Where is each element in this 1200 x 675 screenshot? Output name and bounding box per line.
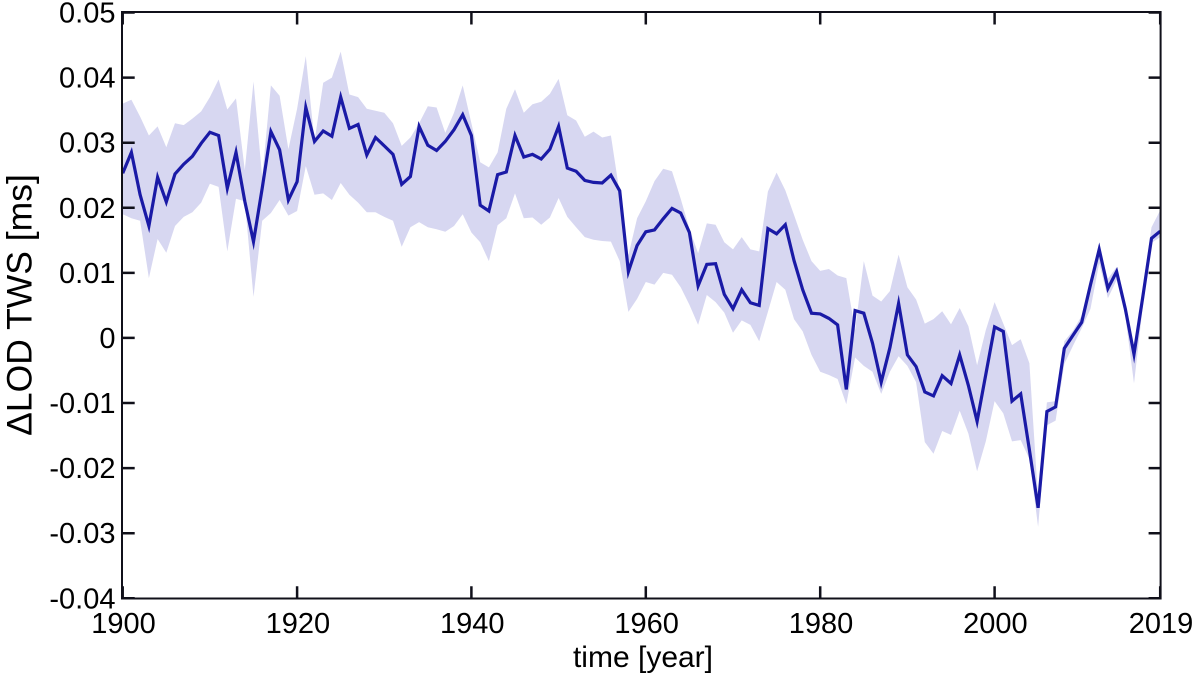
- svg-text:0.02: 0.02: [59, 193, 115, 225]
- svg-text:2000: 2000: [963, 608, 1028, 640]
- svg-text:ΔLOD TWS [ms]: ΔLOD TWS [ms]: [0, 174, 40, 436]
- svg-text:0.01: 0.01: [59, 258, 115, 290]
- svg-text:1940: 1940: [440, 608, 505, 640]
- svg-text:-0.02: -0.02: [49, 453, 115, 485]
- svg-text:time [year]: time [year]: [573, 641, 713, 674]
- svg-text:1960: 1960: [614, 608, 679, 640]
- svg-text:1920: 1920: [266, 608, 331, 640]
- svg-text:2019: 2019: [1129, 608, 1194, 640]
- svg-text:0.04: 0.04: [59, 63, 115, 95]
- svg-text:0.03: 0.03: [59, 128, 115, 160]
- svg-text:0: 0: [99, 323, 115, 355]
- svg-text:-0.04: -0.04: [49, 583, 115, 615]
- svg-text:0.05: 0.05: [59, 0, 115, 30]
- svg-text:-0.03: -0.03: [49, 518, 115, 550]
- svg-text:1980: 1980: [789, 608, 854, 640]
- svg-text:1900: 1900: [91, 608, 156, 640]
- svg-text:-0.01: -0.01: [49, 388, 115, 420]
